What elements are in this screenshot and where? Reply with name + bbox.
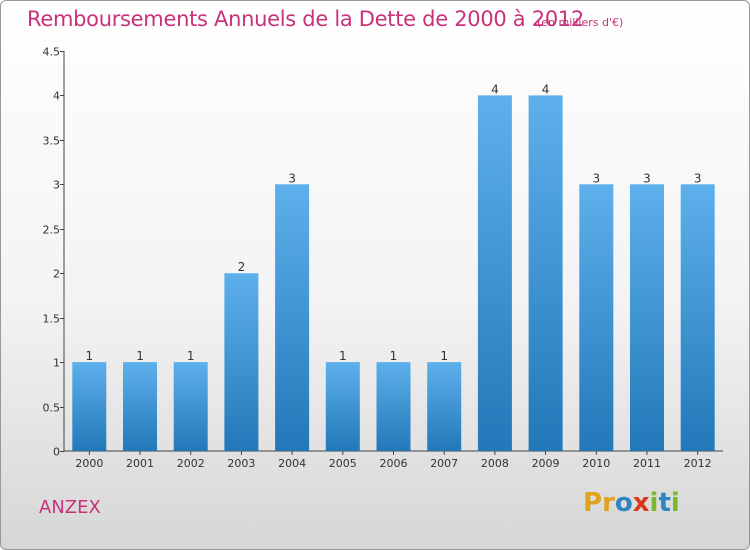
bar-2008 — [477, 95, 512, 452]
x-tick-label: 2004 — [278, 457, 306, 470]
bar-2007 — [427, 362, 462, 451]
bar-value-label: 4 — [491, 82, 499, 96]
logo-letter: o — [614, 488, 633, 518]
y-tick-label: 3 — [53, 179, 60, 192]
bar-value-label: 2 — [238, 260, 246, 274]
x-tick-label: 2007 — [430, 457, 458, 470]
x-tick-label: 2012 — [684, 457, 712, 470]
x-tick-label: 2011 — [633, 457, 661, 470]
logo-letter: x — [632, 488, 650, 518]
logo-letter: P — [583, 488, 603, 518]
unit-label: (en milliers d'€) — [537, 16, 624, 29]
x-tick-label: 2003 — [227, 457, 255, 470]
bar-2001 — [123, 362, 157, 451]
bar-2000 — [72, 362, 107, 451]
commune-name: ANZEX — [39, 497, 101, 518]
bar-2002 — [173, 362, 208, 451]
bar-2005 — [325, 362, 360, 451]
bar-value-label: 3 — [643, 171, 651, 185]
x-tick-label: 2001 — [126, 457, 154, 470]
bar-value-label: 1 — [339, 349, 347, 363]
y-tick-label: 1 — [53, 357, 60, 370]
x-tick-label: 2005 — [329, 457, 357, 470]
bar-value-label: 1 — [390, 349, 398, 363]
chart-title: Remboursements Annuels de la Dette de 20… — [27, 7, 584, 31]
bar-value-label: 3 — [694, 171, 702, 185]
bar-value-label: 1 — [440, 349, 448, 363]
x-tick-label: 2002 — [177, 457, 205, 470]
x-tick-label: 2010 — [582, 457, 610, 470]
y-tick-label: 0.5 — [43, 402, 61, 415]
y-tick-label: 4.5 — [43, 46, 61, 59]
y-tick-label: 1.5 — [43, 313, 61, 326]
bar-value-label: 1 — [187, 349, 195, 363]
y-tick-label: 0 — [53, 446, 60, 459]
y-tick-label: 2.5 — [43, 224, 61, 237]
bar-2011 — [630, 184, 664, 452]
y-tick-label: 3.5 — [43, 135, 61, 148]
logo-letter: i — [670, 488, 680, 518]
x-tick-label: 2000 — [75, 457, 103, 470]
bar-2009 — [528, 95, 563, 452]
bar-2010 — [579, 184, 614, 452]
y-tick-label: 4 — [53, 90, 60, 103]
y-tick-label: 2 — [53, 268, 60, 281]
x-tick-label: 2009 — [532, 457, 560, 470]
bar-value-label: 3 — [288, 171, 296, 185]
bar-value-label: 4 — [542, 82, 550, 96]
bar-2006 — [376, 362, 411, 451]
bar-value-label: 3 — [592, 171, 600, 185]
bar-value-label: 1 — [86, 349, 94, 363]
bar-2004 — [275, 184, 310, 452]
bar-value-label: 1 — [136, 349, 144, 363]
bar-2012 — [680, 184, 715, 452]
logo-letter: r — [602, 488, 615, 518]
logo-letter: i — [649, 488, 659, 518]
proxiti-logo: Proxiti — [583, 488, 680, 518]
logo-letter: t — [658, 488, 671, 518]
x-tick-label: 2008 — [481, 457, 509, 470]
x-tick-label: 2006 — [380, 457, 408, 470]
bar-2003 — [224, 273, 259, 451]
